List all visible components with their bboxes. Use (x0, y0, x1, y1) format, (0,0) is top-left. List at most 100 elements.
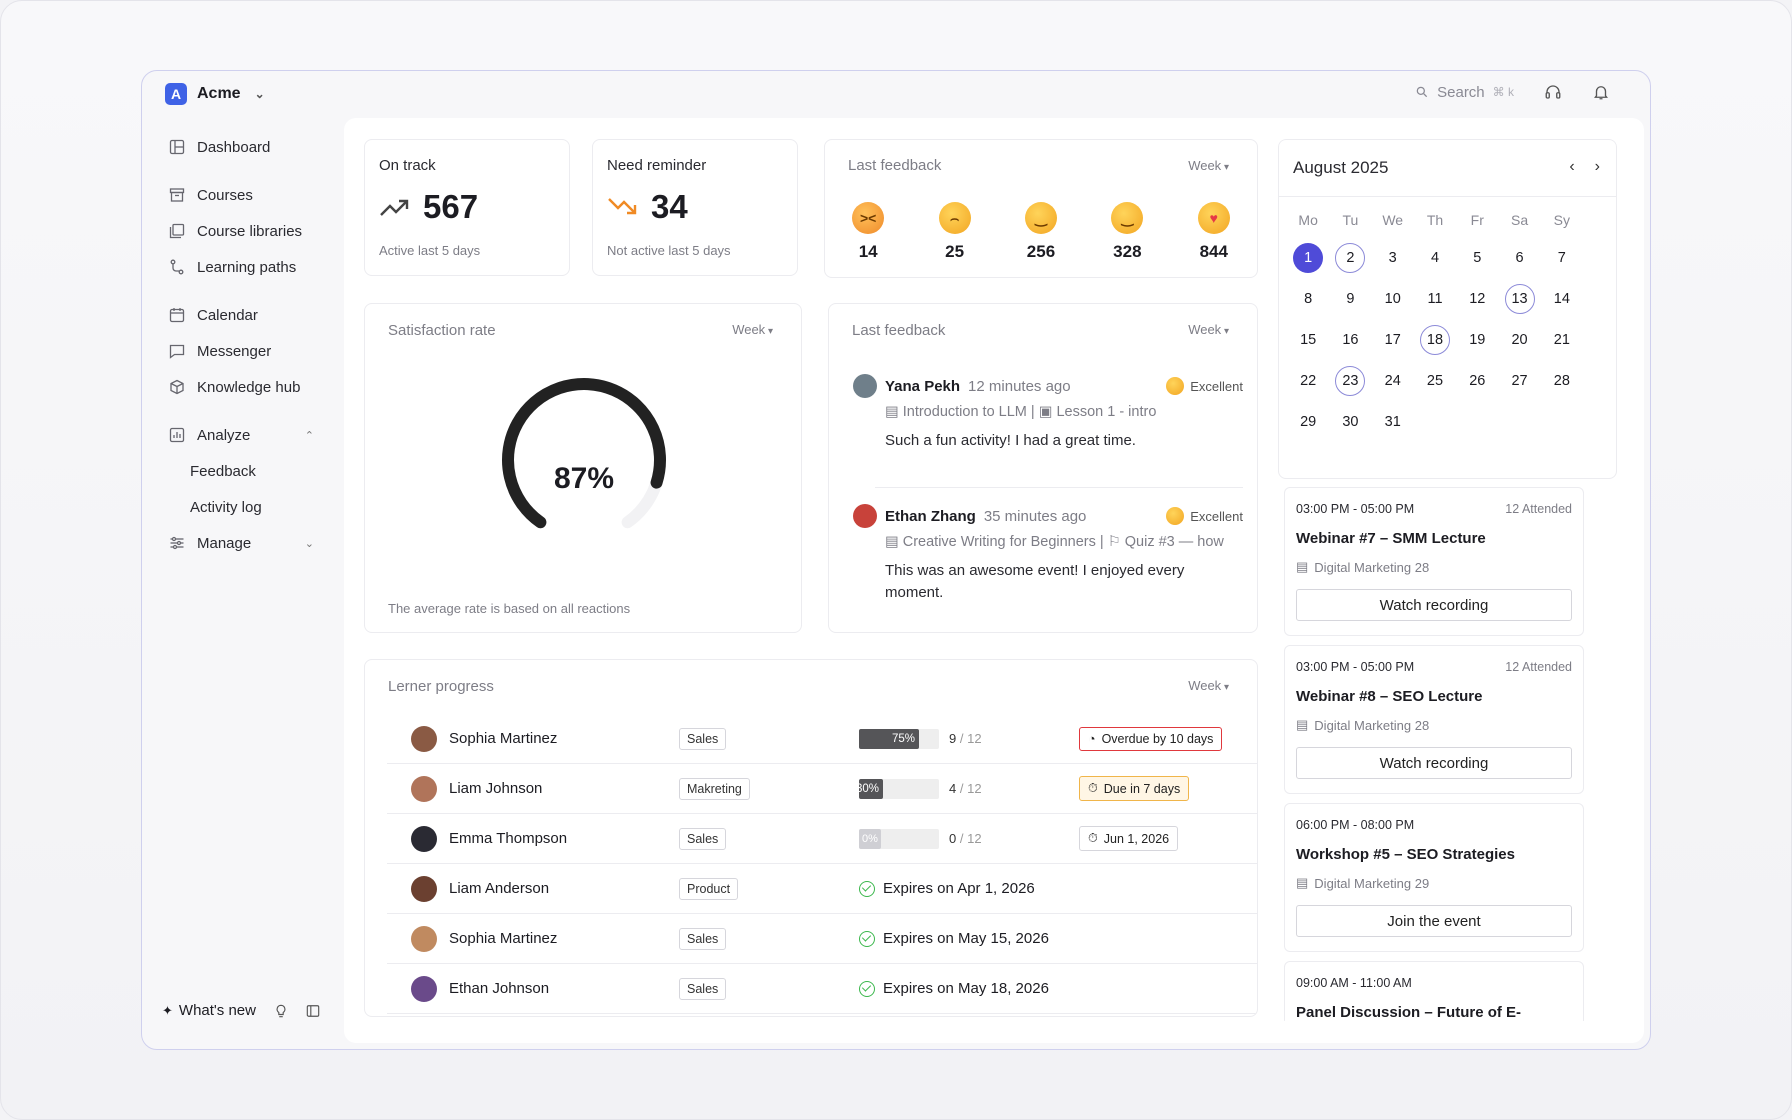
sidebar-item-label: Manage (197, 534, 252, 552)
event-card[interactable]: 09:00 AM - 11:00 AM Panel Discussion – Fu… (1284, 961, 1584, 1021)
sidebar-item-learning-paths[interactable]: Learning paths (142, 249, 342, 285)
period-dropdown[interactable]: Week (1188, 158, 1229, 173)
calendar-day[interactable]: 3 (1388, 250, 1397, 266)
card-title: Last feedback (848, 157, 942, 174)
check-circle-icon (859, 980, 875, 997)
feedback-course: Creative Writing for Beginners (902, 534, 1096, 550)
weekday-label: Tu (1342, 212, 1359, 228)
calendar-day[interactable]: 30 (1342, 414, 1359, 430)
feedback-entry[interactable]: Ethan Zhang 35 minutes ago Excellent ▤ C… (853, 504, 1243, 604)
timer-icon: ⏱ (1088, 831, 1098, 845)
sidebar-item-knowledge-hub[interactable]: Knowledge hub (142, 369, 342, 405)
table-row[interactable]: Liam Anderson Product Expires on Apr 1, 20… (387, 864, 1257, 914)
progress-bar: 0% (859, 828, 939, 849)
lesson-count: 0 / 12 (949, 831, 982, 846)
event-time: 09:00 AM - 11:00 AM (1296, 976, 1412, 990)
sidebar-item-calendar[interactable]: Calendar (142, 297, 342, 333)
sidebar-item-feedback[interactable]: Feedback (142, 453, 342, 489)
calendar-day[interactable]: 29 (1300, 414, 1317, 430)
check-circle-icon (859, 880, 875, 897)
calendar-day[interactable]: 16 (1342, 332, 1359, 348)
lightbulb-icon[interactable] (274, 1004, 288, 1018)
workspace-switcher[interactable]: A Acme ⌄ (165, 83, 265, 105)
calendar-day[interactable]: 25 (1426, 373, 1444, 389)
app-window: A Acme ⌄ Search ⌘ k Dashboard Courses Co… (141, 70, 1651, 1050)
lesson-count: 4 / 12 (949, 781, 982, 796)
table-row[interactable]: Ethan Johnson Sales Expires on May 18, 202… (387, 964, 1257, 1014)
expiry-text: Expires on May 15, 2026 (883, 930, 1049, 947)
event-action-button[interactable]: Watch recording (1296, 747, 1572, 779)
sidebar-item-analyze[interactable]: Analyze ⌃ (142, 417, 342, 453)
search-button[interactable]: Search ⌘ k (1415, 84, 1514, 101)
calendar-day[interactable]: 1 (1293, 243, 1324, 273)
chevron-left-icon[interactable]: ‹ (1569, 158, 1575, 175)
sidebar-item-courses[interactable]: Courses (142, 177, 342, 213)
table-row[interactable]: Sophia Martinez Sales Expires on May 15, 2… (387, 914, 1257, 964)
whats-new-button[interactable]: ✦ What's new (162, 1002, 256, 1019)
calendar-day[interactable]: 10 (1384, 291, 1401, 307)
table-row[interactable]: Sophia Martinez Sales 75% 9 / 12 ◔ Overdue by… (387, 714, 1257, 764)
course-icon: ▤ (885, 534, 899, 550)
search-label: Search (1437, 83, 1485, 101)
period-dropdown[interactable]: Week (1188, 322, 1229, 337)
calendar-day[interactable]: 26 (1469, 373, 1486, 389)
event-title: Panel Discussion – Future of E-commerce (1296, 1004, 1522, 1021)
calendar-day[interactable]: 20 (1511, 332, 1528, 348)
calendar-day[interactable]: 4 (1430, 250, 1440, 266)
calendar-day[interactable]: 21 (1553, 332, 1570, 348)
event-time: 03:00 PM - 05:00 PM (1296, 502, 1415, 516)
calendar-day[interactable]: 31 (1384, 414, 1401, 430)
sidebar-item-messenger[interactable]: Messenger (142, 333, 342, 369)
sidebar-item-dashboard[interactable]: Dashboard (142, 129, 342, 165)
progress-bar: 75% (859, 728, 939, 749)
archive-icon (169, 188, 185, 202)
calendar-day[interactable]: 22 (1300, 373, 1317, 389)
calendar-day[interactable]: 27 (1511, 373, 1528, 389)
box-icon (170, 379, 184, 395)
calendar-day[interactable]: 15 (1300, 332, 1317, 348)
feedback-entry[interactable]: Yana Pekh 12 minutes ago Excellent ▤ Int… (853, 374, 1243, 452)
period-dropdown[interactable]: Week (732, 322, 773, 337)
sidebar-toggle-icon[interactable] (306, 1004, 320, 1018)
weekday-label: Mo (1298, 212, 1318, 228)
calendar-day[interactable]: 5 (1473, 250, 1482, 266)
event-card[interactable]: 03:00 PM - 05:00 PM 12 Attended Webinar #8… (1284, 645, 1584, 794)
event-card[interactable]: 03:00 PM - 05:00 PM 12 Attended Webinar #7… (1284, 487, 1584, 636)
calendar-day[interactable]: 12 (1469, 291, 1486, 307)
table-row[interactable]: Emma Thompson Sales 0% 0 / 12 ⏱ Jun 1, 2026 (387, 814, 1257, 864)
calendar-day[interactable]: 17 (1384, 332, 1401, 348)
calendar-day[interactable]: 11 (1427, 291, 1443, 307)
event-title: Webinar #7 – SMM Lecture (1296, 530, 1486, 547)
sidebar-item-course-libraries[interactable]: Course libraries (142, 213, 342, 249)
calendar-day[interactable]: 23 (1335, 366, 1366, 396)
calendar-day[interactable]: 19 (1469, 332, 1486, 348)
team-tag: Sales (679, 727, 727, 750)
chevron-right-icon[interactable]: › (1594, 158, 1600, 175)
chevron-down-icon: ⌄ (254, 87, 265, 101)
smiling-face-icon: ‿ (1111, 202, 1144, 234)
table-row[interactable]: Liam Johnson Makreting 30% 4 / 12 ⏱ Due in 7 … (387, 764, 1257, 814)
period-dropdown[interactable]: Week (1188, 678, 1229, 693)
event-action-button[interactable]: Join the event (1296, 905, 1572, 937)
calendar-day[interactable]: 18 (1419, 325, 1450, 355)
calendar-day[interactable]: 2 (1335, 243, 1366, 273)
bell-icon[interactable] (1592, 83, 1610, 101)
feedback-time: 12 minutes ago (968, 377, 1071, 395)
calendar-day[interactable]: 7 (1557, 250, 1566, 266)
calendar-day[interactable]: 6 (1515, 250, 1524, 266)
sidebar-item-activity-log[interactable]: Activity log (142, 489, 342, 525)
event-time: 06:00 PM - 08:00 PM (1296, 818, 1415, 832)
calendar-day[interactable]: 14 (1553, 291, 1570, 307)
course-icon: ▤ (1296, 717, 1309, 732)
calendar-day[interactable]: 8 (1304, 291, 1313, 307)
calendar-day[interactable]: 24 (1384, 373, 1401, 389)
progress-percent: 75% (891, 732, 915, 745)
event-action-button[interactable]: Watch recording (1296, 589, 1572, 621)
sidebar-item-manage[interactable]: Manage ⌄ (142, 525, 342, 561)
sidebar-item-label: Course libraries (197, 222, 303, 240)
event-card[interactable]: 06:00 PM - 08:00 PM Workshop #5 – SEO Str… (1284, 803, 1584, 952)
calendar-day[interactable]: 9 (1346, 291, 1355, 307)
headset-icon[interactable] (1544, 83, 1562, 101)
calendar-day[interactable]: 28 (1553, 373, 1570, 389)
calendar-day[interactable]: 13 (1504, 284, 1535, 314)
